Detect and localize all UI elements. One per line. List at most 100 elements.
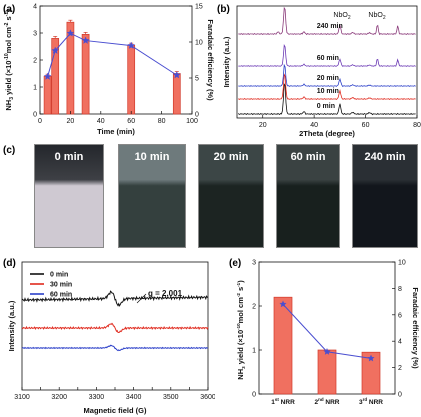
y-tick-label: 2	[33, 58, 37, 65]
x-tick-label: 3200	[51, 394, 67, 401]
legend-label: 60 min	[50, 292, 72, 299]
y-tick-label: 4	[33, 4, 37, 11]
series-label: 0 min	[317, 103, 335, 110]
panel-label-d: (d)	[3, 258, 16, 269]
photo-4: 240 min	[352, 144, 418, 248]
photo-label: 240 min	[364, 151, 406, 163]
line-marker-star	[127, 41, 135, 49]
y-tick-label-right: 5	[195, 76, 199, 83]
bar	[127, 44, 136, 115]
peak-label-nbo2-1: NbO2	[333, 12, 350, 21]
series-line	[47, 32, 178, 77]
bar	[361, 351, 381, 395]
x-tick-label: 60	[362, 122, 370, 129]
y-tick-label-right: 6	[398, 312, 402, 319]
series-label: 60 min	[317, 55, 339, 62]
photo-1: 10 min	[118, 144, 186, 248]
photo-label: 10 min	[134, 151, 170, 163]
photo-3: 60 min	[276, 144, 340, 248]
g-value-annotation: g = 2.001	[148, 289, 183, 298]
line-marker-star	[279, 300, 287, 308]
photo-label: 20 min	[213, 151, 249, 163]
chart-b: (b) 20 40 60 80 NbO2 NbO2 0 min 10 min 20 min…	[217, 4, 421, 138]
y-tick-label: 0	[252, 392, 256, 399]
legend-label: 0 min	[50, 272, 68, 279]
x-category-label: 3rd NRR	[359, 397, 383, 406]
panel-label-b: (b)	[217, 4, 230, 15]
photo-label: 60 min	[290, 151, 326, 163]
line-marker-star	[66, 29, 75, 37]
y-tick-label: 2	[252, 304, 256, 311]
photo-label: 0 min	[54, 151, 84, 163]
series-curve	[21, 344, 208, 352]
y-axis-label-b: Intensity (a.u.)	[222, 36, 231, 87]
y-axis-label-d: Intensity (a.u.)	[7, 300, 16, 351]
photo-0: 0 min	[34, 144, 104, 248]
series-label: 10 min	[317, 88, 339, 95]
legend-label: 30 min	[50, 282, 72, 289]
x-tick-label: 60	[127, 118, 135, 125]
y-axis-label-right-a: Faradaic efficiency (%)	[206, 19, 215, 101]
x-category-label: 1st NRR	[271, 397, 295, 406]
y-tick-label-right: 8	[398, 286, 402, 293]
photo-2: 20 min	[198, 144, 264, 248]
series-curve	[238, 6, 416, 36]
y-axis-label-left-e: NH3 yield (×10-10mol cm-2 s-1)	[236, 280, 246, 380]
y-tick-label: 3	[33, 31, 37, 38]
panel-label-c: (c)	[3, 145, 15, 156]
line-marker-star	[43, 72, 52, 80]
y-tick-label-right: 15	[195, 4, 203, 11]
x-tick-label: 3400	[126, 394, 142, 401]
y-tick-label: 1	[33, 85, 37, 92]
x-tick-label: 80	[413, 122, 421, 129]
panel-label-e: (e)	[229, 258, 241, 269]
y-tick-label-right: 10	[195, 40, 203, 47]
x-tick-label: 3100	[14, 394, 30, 401]
y-axis-label-right-e: Faradaic efficiency (%)	[411, 287, 420, 369]
line-marker-star	[173, 71, 181, 79]
plot-frame-a	[39, 5, 193, 115]
y-tick-label-right: 0	[195, 112, 199, 119]
bar	[81, 33, 90, 115]
x-category-label: 2nd NRR	[314, 397, 339, 406]
y-tick-label: 3	[252, 260, 256, 267]
peak-label-nbo2-2: NbO2	[368, 12, 385, 21]
chart-d: (d) 0 min 30 min 60 min g = 2.001 3100 3200…	[3, 258, 215, 415]
x-axis-label-d: Magnetic field (G)	[84, 406, 147, 415]
line-marker-star	[51, 46, 59, 54]
series-curve	[21, 322, 209, 334]
series-label: 20 min	[317, 75, 339, 82]
photo-row: 0 min 10 min 20 min 60 min 240 min	[26, 142, 418, 248]
line-marker-star	[323, 347, 331, 355]
x-tick-label: 0	[38, 118, 42, 125]
x-tick-label: 3300	[89, 394, 105, 401]
series-curve	[238, 43, 416, 67]
y-tick-label-right: 4	[398, 339, 402, 346]
y-tick-label: 1	[252, 348, 256, 355]
g-value-arrow	[136, 293, 147, 304]
y-tick-label-right: 2	[398, 365, 402, 372]
x-tick-label: 80	[158, 118, 166, 125]
y-tick-label: 0	[33, 112, 37, 119]
x-axis-label-b: 2Theta (degree)	[299, 129, 355, 138]
chart-e: (e) 0 1 2 3 0 2 4 6 8 10 1st NRR 2nd NRR 3rd NRR N…	[229, 258, 420, 406]
x-tick-label: 3600	[200, 394, 215, 401]
series-curve	[238, 83, 416, 116]
series-curve	[238, 63, 416, 87]
x-tick-label: 20	[67, 118, 75, 125]
panel-c: (c)	[3, 142, 23, 156]
bar	[317, 349, 337, 395]
series-curve	[21, 290, 208, 307]
y-tick-label-right: 10	[398, 260, 406, 267]
x-axis-label-a: Time (min)	[97, 127, 135, 136]
series-curve	[238, 73, 416, 101]
x-tick-label: 3500	[163, 394, 179, 401]
bar	[172, 73, 181, 115]
x-tick-label: 100	[186, 118, 198, 125]
series-label: 240 min	[317, 23, 343, 30]
chart-a: (a) 0 20 40 60 80 100 0 1 2 3 4 0 5 10 15 Time (min)…	[3, 4, 215, 137]
line-marker-star	[367, 354, 375, 362]
x-tick-label: 20	[259, 122, 267, 129]
line-marker-star	[81, 36, 90, 44]
bar	[43, 75, 52, 115]
